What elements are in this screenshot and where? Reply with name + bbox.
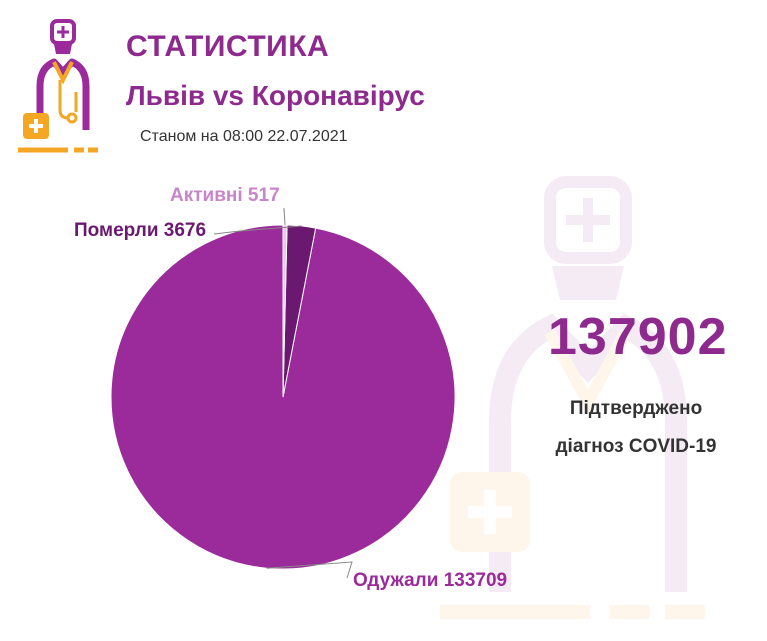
page-subtitle: Львів vs Коронавірус (126, 80, 425, 111)
pie-label-1: Одужали 133709 (353, 570, 507, 591)
doctor-logo-icon (18, 19, 98, 153)
date-label: Станом на 08:00 22.07.2021 (140, 128, 348, 145)
caption-line-1: Підтверджено (569, 398, 703, 419)
caption-line-2: діагноз COVID-19 (555, 436, 717, 457)
total-cases-value: 137902 (548, 308, 728, 366)
pie-leader-1 (266, 561, 353, 579)
total-caption: Підтверджено діагноз COVID-19 (536, 390, 736, 466)
pie-label-3: Активні 517 (170, 185, 280, 206)
pie-leader-3 (283, 207, 286, 226)
doctor-watermark-icon (440, 176, 705, 619)
page-title: СТАТИСТИКА (126, 30, 330, 63)
pie-slice-3 (282, 224, 288, 398)
pie-label-2: Померли 3676 (74, 220, 206, 241)
pie-leader-2 (213, 225, 302, 235)
